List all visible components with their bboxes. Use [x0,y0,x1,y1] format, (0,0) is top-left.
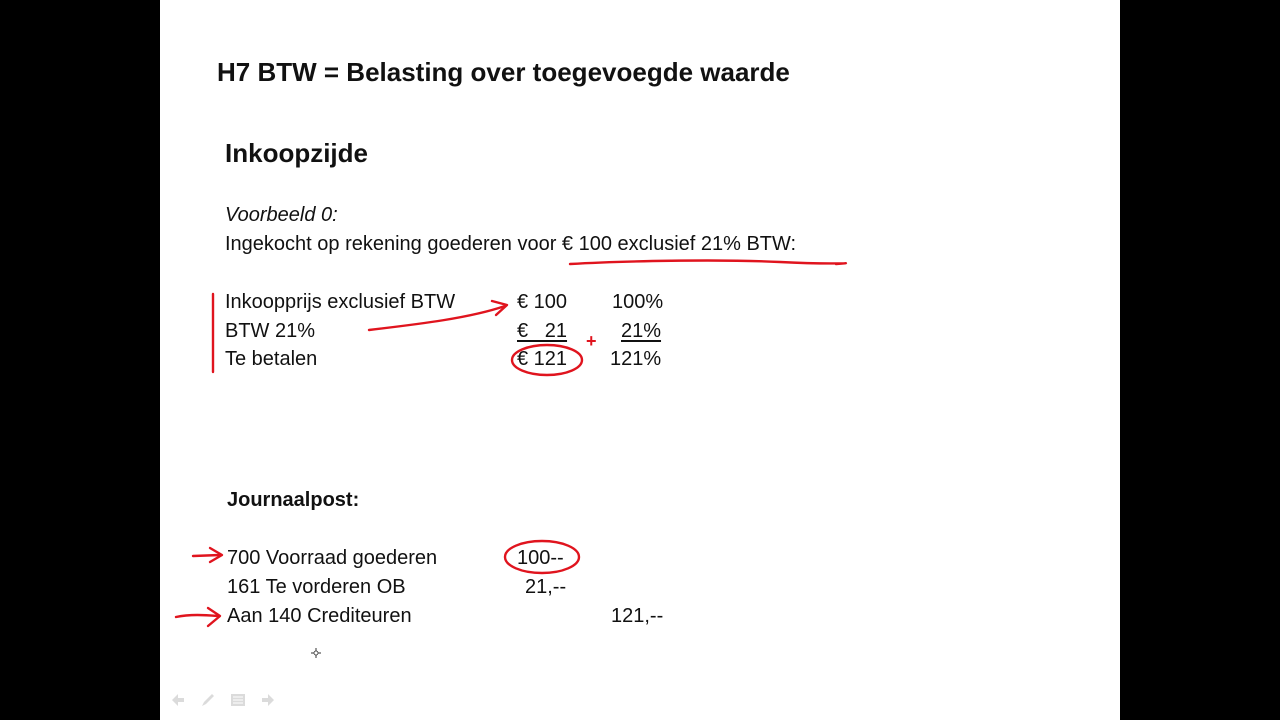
presentation-slide: H7 BTW = Belasting over toegevoegde waar… [160,0,1120,720]
journal-credit: 121,-- [611,605,664,627]
calc-row-label: Te betalen [225,348,318,370]
calc-row-amount: € 121 [517,348,568,370]
calc-row-percent: 121% [610,348,662,370]
slide-title: H7 BTW = Belasting over toegevoegde waar… [217,57,790,87]
example-description: Ingekocht op rekening goederen voor € 10… [225,233,797,255]
example-label: Voorbeeld 0: [225,204,338,226]
calc-row-amount: € 21 [517,320,568,342]
arrow-stroke [174,613,220,619]
slides-menu-icon[interactable] [230,692,246,708]
arrow-head-stroke [490,299,509,317]
journal-account: 161 Te vorderen OB [227,576,406,598]
slideshow-toolbar [170,690,276,710]
arrow-head-stroke [206,606,222,628]
calc-row-percent: 100% [612,291,664,313]
pen-icon[interactable] [200,692,216,708]
arrow-stroke [191,553,222,558]
underline-stroke [568,259,848,266]
calc-row-percent: 21% [621,320,662,342]
journal-heading: Journaalpost: [227,489,360,511]
arrow-left-icon[interactable] [170,692,186,708]
calc-row-label: BTW 21% [225,320,316,342]
journal-debit: 100-- [517,547,564,569]
journal-debit: 21,-- [525,576,567,598]
journal-account: 700 Voorraad goederen [227,547,438,569]
calc-row-amount: € 100 [517,291,568,313]
calc-row-label: Inkoopprijs exclusief BTW [225,291,456,313]
section-heading: Inkoopzijde [225,138,368,168]
arrow-head-stroke [208,546,224,564]
arrow-right-icon[interactable] [260,692,276,708]
plus-sign: + [586,331,597,351]
journal-account: Aan 140 Crediteuren [227,605,412,627]
cursor-icon [311,648,321,658]
